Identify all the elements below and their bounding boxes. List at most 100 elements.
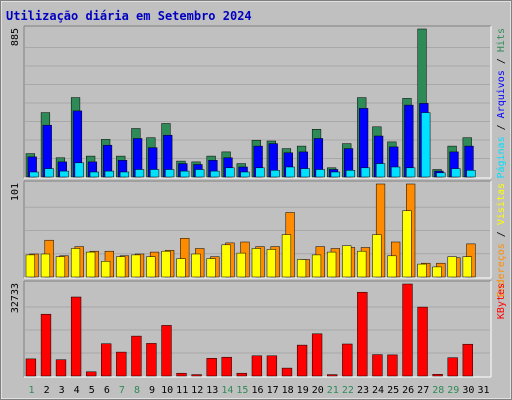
bottom-bar-kbytes xyxy=(161,325,172,377)
x-tick-label: 29 xyxy=(447,385,459,396)
top-bar-páginas xyxy=(44,168,54,178)
middle-bar-visitas xyxy=(176,258,186,278)
x-tick-label: 31 xyxy=(477,385,489,396)
bottom-bar-kbytes xyxy=(191,374,202,377)
bottom-bar-kbytes xyxy=(206,358,217,377)
middle-bar-visitas xyxy=(417,263,427,278)
x-tick-label: 27 xyxy=(417,385,429,396)
bottom-bar-kbytes xyxy=(447,357,458,377)
middle-bar-visitas xyxy=(251,248,261,278)
legend-separator: / xyxy=(496,118,507,136)
bottom-bar-kbytes xyxy=(70,296,82,377)
top-bar-páginas xyxy=(436,172,446,178)
middle-bar-visitas xyxy=(296,259,307,278)
bottom-bar-kbytes xyxy=(101,343,112,377)
top-legend: Páginas / Arquivos / Hits xyxy=(495,28,507,179)
bottom-bar-kbytes xyxy=(402,283,413,377)
bottom-legend: KBytes xyxy=(496,283,507,319)
x-tick-label: 16 xyxy=(251,385,263,396)
x-tick-label: 30 xyxy=(462,385,474,396)
top-bar-páginas xyxy=(330,171,340,178)
x-tick-label: 24 xyxy=(372,385,384,396)
x-tick-label: 1 xyxy=(28,385,34,396)
bottom-bar-kbytes xyxy=(417,306,428,377)
top-bar-páginas xyxy=(210,170,220,178)
x-tick-label: 18 xyxy=(282,385,294,396)
middle-legend: Endereços / Visitas xyxy=(496,183,507,297)
middle-bar-visitas xyxy=(161,250,171,278)
middle-bar-visitas xyxy=(131,254,141,278)
x-tick-label: 9 xyxy=(149,385,155,396)
bottom-max-label: 32733 xyxy=(10,283,21,313)
middle-bar-visitas xyxy=(447,256,457,278)
top-bar-páginas xyxy=(285,166,295,178)
bottom-bar-kbytes xyxy=(342,343,353,377)
middle-bar-visitas xyxy=(25,254,35,278)
top-bar-páginas xyxy=(104,170,114,178)
top-bar-páginas xyxy=(270,170,280,178)
middle-bar-visitas xyxy=(146,256,156,278)
x-tick-label: 12 xyxy=(191,385,203,396)
legend-separator: / xyxy=(496,52,507,70)
legend-entry: Hits xyxy=(496,28,507,52)
middle-bar-visitas xyxy=(327,251,337,278)
top-bar-páginas xyxy=(345,170,356,178)
bottom-bar-kbytes xyxy=(372,354,383,377)
bottom-bar-kbytes xyxy=(387,354,398,377)
bottom-bar-kbytes xyxy=(296,344,308,377)
chart-title: Utilização diária em Setembro 2024 xyxy=(6,9,252,23)
top-bar-páginas xyxy=(255,167,265,178)
bottom-bar-kbytes xyxy=(311,333,323,377)
bottom-bar-kbytes xyxy=(462,343,473,377)
bottom-bar-kbytes xyxy=(432,374,443,377)
bottom-bar-kbytes xyxy=(221,356,232,377)
bottom-panel: 32733 KBytes xyxy=(10,280,507,378)
bottom-bar-kbytes xyxy=(251,355,263,377)
top-bar-páginas xyxy=(375,163,386,178)
x-tick-label: 3 xyxy=(59,385,65,396)
x-tick-label: 13 xyxy=(206,385,218,396)
top-bar-páginas xyxy=(195,169,205,178)
middle-bar-visitas xyxy=(101,261,111,278)
top-bar-páginas xyxy=(165,169,175,178)
x-tick-label: 7 xyxy=(119,385,125,396)
legend-entry: Visitas xyxy=(496,183,507,225)
middle-panel: 101 Endereços / Visitas xyxy=(10,180,507,297)
middle-bar-visitas xyxy=(357,250,367,278)
middle-bar-visitas xyxy=(70,248,81,278)
top-bar-páginas xyxy=(315,169,325,178)
top-bar-arquivos xyxy=(404,104,414,178)
bottom-bar-kbytes xyxy=(116,351,127,377)
bottom-bar-kbytes xyxy=(327,374,338,377)
bottom-bar-kbytes xyxy=(176,372,187,377)
top-bar-páginas xyxy=(89,171,99,178)
bottom-bar-kbytes xyxy=(40,313,52,377)
x-tick-label: 19 xyxy=(297,385,309,396)
x-tick-label: 8 xyxy=(134,385,140,396)
x-tick-label: 20 xyxy=(312,385,324,396)
bottom-bar-kbytes xyxy=(266,355,278,377)
middle-bar-visitas xyxy=(462,256,472,278)
top-bar-páginas xyxy=(466,170,476,178)
bottom-bar-kbytes xyxy=(146,343,157,377)
top-bar-páginas xyxy=(406,167,416,178)
bottom-bar-kbytes xyxy=(131,335,142,377)
top-bar-páginas xyxy=(74,162,84,178)
legend-entry: Arquivos xyxy=(496,70,507,118)
top-bar-páginas xyxy=(391,166,401,178)
middle-bar-visitas xyxy=(311,254,322,278)
x-tick-label: 14 xyxy=(221,385,233,396)
bottom-bar-kbytes xyxy=(281,367,293,377)
top-bar-páginas xyxy=(119,171,130,178)
top-bar-páginas xyxy=(421,112,431,178)
top-bar-páginas xyxy=(29,171,39,178)
middle-bar-visitas xyxy=(372,234,382,278)
middle-bar-visitas xyxy=(236,252,246,278)
x-tick-label: 2 xyxy=(44,385,50,396)
legend-entry: KBytes xyxy=(496,283,507,319)
x-tick-label: 10 xyxy=(161,385,173,396)
top-bar-páginas xyxy=(360,167,371,178)
top-bar-páginas xyxy=(300,168,310,178)
x-tick-label: 4 xyxy=(74,385,80,396)
